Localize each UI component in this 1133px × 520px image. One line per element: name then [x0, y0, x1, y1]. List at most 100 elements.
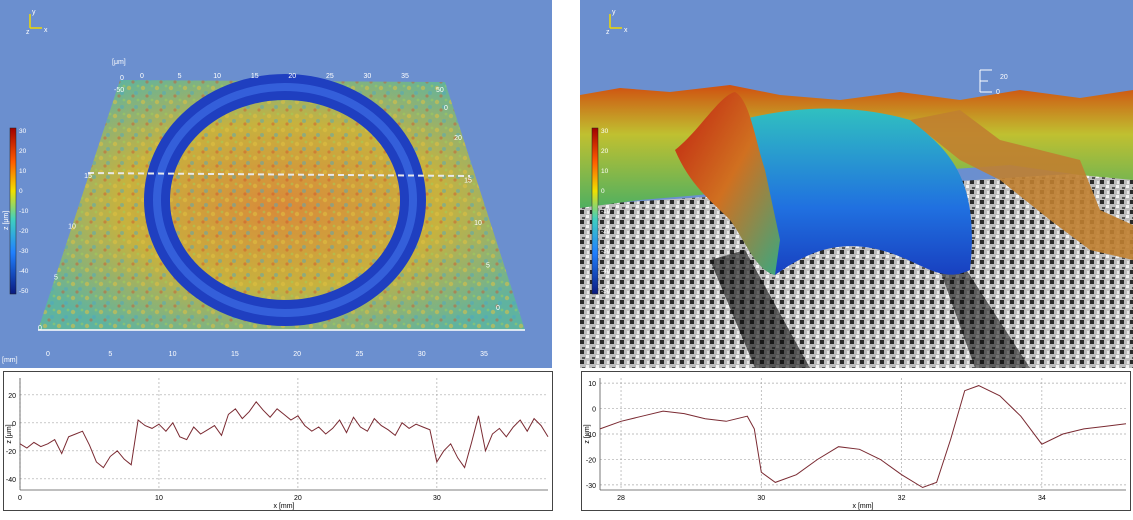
colorbar-tick-label: -40: [601, 268, 611, 275]
colorbar-ticks: 30 20 10 0 -10 -20 -30 -40 -50: [19, 128, 29, 295]
x-tick-label: 34: [1038, 495, 1046, 502]
colorbar-ticks: 30 20 10 0 -10 -20 -30 -40 -50: [601, 128, 611, 295]
bottom-tick-label: 0: [46, 351, 50, 358]
right-scale-b: 0: [444, 105, 448, 112]
z-scale-mark: 20 0: [979, 69, 1008, 96]
y-tick-label: 10: [588, 381, 596, 388]
surface-texture: [38, 80, 525, 330]
left-tick-label: 10: [68, 224, 76, 231]
top-scale-a: 0: [120, 75, 124, 82]
bottom-tick-label: 20: [293, 351, 301, 358]
x-axis-label: x [mm]: [853, 503, 874, 510]
right-tick-label: 5: [486, 263, 490, 270]
colorbar-tick-label: 30: [601, 128, 609, 135]
colorbar-tick-label: 0: [19, 188, 23, 195]
axis-triad: y z x: [26, 9, 48, 36]
right-tick-label: 20: [454, 135, 462, 142]
bottom-tick-label: 10: [169, 351, 177, 358]
right-ridge: [910, 110, 1133, 260]
right-3d-canvas: y z x 20 0 30 20 10 0 -10 -20 -30 -40 -50: [580, 0, 1133, 368]
groove-ring-inner: [153, 83, 417, 317]
axis-triad: y z x: [606, 9, 628, 36]
colorbar-tick-label: -10: [19, 208, 29, 215]
colorbar: [9, 127, 17, 295]
y-tick-label: -30: [586, 483, 596, 490]
ground-shadow-left: [710, 250, 810, 368]
y-tick-label: 20: [8, 393, 16, 400]
left-tick-label: 0: [38, 325, 42, 332]
colorbar-tick-label: 30: [19, 128, 27, 135]
triad-z-label: z: [606, 29, 610, 36]
right-scale-a: 50: [436, 87, 444, 94]
bottom-ticks: 0 5 10 15 20 25 30 35: [46, 351, 488, 358]
top-tick-label: 0: [140, 73, 144, 80]
top-tick-label: 20: [288, 73, 296, 80]
y-axis-label: z [μm]: [6, 424, 13, 443]
unit-top-label: [μm]: [112, 59, 126, 66]
x-tick-label: 32: [898, 495, 906, 502]
colorbar-tick-label: 20: [601, 148, 609, 155]
scale-tick-20: 20: [1000, 74, 1008, 81]
right-tick-label: 15: [464, 178, 472, 185]
right-profile-chart: 10 0 -10 -20 -30 28 30 32 34 x [mm] z [μm]: [581, 371, 1131, 511]
right-ticks: 0 5 10 15 20: [454, 135, 500, 312]
colorbar-tick-label: 0: [601, 188, 605, 195]
top-tick-label: 30: [364, 73, 372, 80]
profile-line: [87, 172, 471, 177]
triad-z-label: z: [26, 29, 30, 36]
top-tick-label: 10: [213, 73, 221, 80]
right-tick-label: 10: [474, 220, 482, 227]
profile-series-line: [19, 400, 549, 469]
y-tick-label: -40: [6, 477, 16, 484]
left-profile-chart: 20 0 -20 -40 0 10 20 30 x [mm] z [μm]: [3, 371, 553, 511]
top-scale-b: -50: [114, 87, 124, 94]
colorbar-tick-label: 10: [601, 168, 609, 175]
y-tick-label: 0: [12, 421, 16, 428]
x-tick-label: 20: [294, 495, 302, 502]
scale-tick-0: 0: [996, 89, 1000, 96]
left-ticks: 0 5 10 15: [38, 173, 92, 332]
left-tick-label: 5: [54, 274, 58, 281]
x-tick-label: 28: [617, 495, 625, 502]
y-tick-label: -20: [586, 457, 596, 464]
left-3d-view[interactable]: y z x 30 20 10 0 -10 -20 -30 -40 -50 z [μm] [μm]…: [0, 0, 552, 368]
bottom-tick-label: 15: [231, 351, 239, 358]
y-tick-label: -10: [586, 432, 596, 439]
profile-series-line: [599, 385, 1127, 489]
colorbar-tick-label: -20: [601, 228, 611, 235]
colorbar-tick-label: -20: [19, 228, 29, 235]
bottom-tick-label: 35: [480, 351, 488, 358]
left-3d-canvas: y z x 30 20 10 0 -10 -20 -30 -40 -50 z [μm] [μm]…: [0, 0, 552, 368]
colorbar-tick-label: -30: [19, 248, 29, 255]
colorbar-tick-label: -50: [601, 288, 611, 295]
right-profile-svg: 10 0 -10 -20 -30 28 30 32 34 x [mm] z [μm]: [584, 378, 1127, 510]
left-ridge-peak: [675, 92, 780, 275]
y-tick-label: -20: [6, 449, 16, 456]
x-tick-label: 0: [18, 495, 22, 502]
x-tick-label: 10: [155, 495, 163, 502]
trough-surface: [740, 108, 972, 275]
colorbar-tick-label: 10: [19, 168, 27, 175]
x-tick-label: 30: [757, 495, 765, 502]
bottom-tick-label: 25: [356, 351, 364, 358]
x-axis-label: x [mm]: [274, 503, 295, 510]
colorbar-tick-label: 20: [19, 148, 27, 155]
top-tick-label: 25: [326, 73, 334, 80]
top-tick-label: 15: [251, 73, 259, 80]
left-tick-label: 15: [84, 173, 92, 180]
right-3d-view[interactable]: y z x 20 0 30 20 10 0 -10 -20 -30 -40 -50: [580, 0, 1133, 368]
right-tick-label: 0: [496, 305, 500, 312]
top-ticks: 0 5 10 15 20 25 30 35: [140, 73, 409, 80]
y-axis-label: z [μm]: [584, 424, 591, 443]
colorbar-label: z [μm]: [3, 211, 10, 230]
triad-x-label: x: [44, 27, 48, 34]
ground-shadow-right: [940, 260, 1030, 368]
top-tick-label: 35: [401, 73, 409, 80]
colorbar-tick-label: -10: [601, 208, 611, 215]
triad-x-label: x: [624, 27, 628, 34]
triad-y-label: y: [612, 9, 616, 16]
top-tick-label: 5: [178, 73, 182, 80]
colorbar-tick-label: -50: [19, 288, 29, 295]
colorbar: [591, 127, 599, 295]
colorbar-tick-label: -30: [601, 248, 611, 255]
